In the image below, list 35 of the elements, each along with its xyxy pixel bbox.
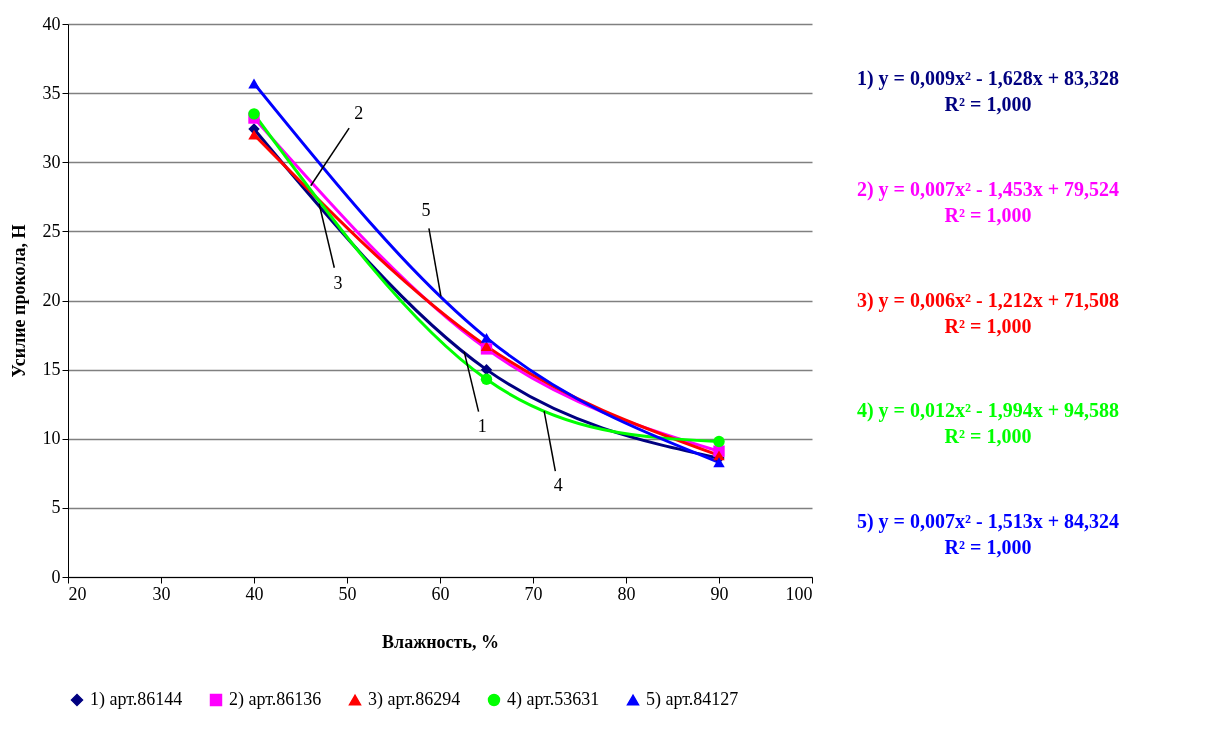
legend-label: 3) арт.86294 xyxy=(368,689,461,710)
annotation: 2 xyxy=(354,102,364,123)
y-tick-label: 5 xyxy=(51,497,61,518)
y-tick-label: 25 xyxy=(42,220,61,241)
legend-label: 5) арт.84127 xyxy=(646,689,739,710)
y-tick-label: 20 xyxy=(42,290,61,310)
x-tick-label: 90 xyxy=(710,583,729,604)
legend-label: 1) арт.86144 xyxy=(90,689,183,710)
x-tick-label: 60 xyxy=(431,583,450,604)
x-tick-label: 40 xyxy=(245,583,264,604)
text: 5) y = 0,007x² - 1,513x + 84,324 R² = 1,000 xyxy=(856,509,1120,558)
y-tick-label: 10 xyxy=(42,428,61,449)
legend-label: 4) арт.53631 xyxy=(507,689,600,710)
y-tick-label: 40 xyxy=(42,13,61,34)
y-tick-label: 0 xyxy=(51,566,61,587)
x-tick-label: 20 xyxy=(68,583,87,604)
legend-label: 2) арт.86136 xyxy=(229,689,322,710)
y-tick-label: 30 xyxy=(42,151,61,172)
x-tick-label: 80 xyxy=(617,583,636,604)
annotation: 1 xyxy=(477,415,487,436)
x-axis-title: Влажность, % xyxy=(382,631,499,652)
annotation: 4 xyxy=(553,475,563,496)
x-tick-label: 50 xyxy=(338,583,357,604)
x-tick-label: 30 xyxy=(152,583,171,604)
annotation: 3 xyxy=(333,272,343,293)
x-tick-label: 70 xyxy=(524,583,543,604)
text: 3) y = 0,006x² - 1,212x + 71,508 R² = 1,000 xyxy=(856,288,1120,337)
y-tick-label: 15 xyxy=(42,359,61,380)
text: 1) y = 0,009x² - 1,628x + 83,328 R² = 1,000 xyxy=(856,67,1120,116)
y-axis-title: Усилие прокола, Н xyxy=(8,224,29,378)
annotation: 5 xyxy=(421,200,431,221)
text: 4) y = 0,012x² - 1,994x + 94,588 R² = 1,000 xyxy=(856,399,1120,448)
y-tick-label: 35 xyxy=(42,82,61,103)
x-tick-label: 100 xyxy=(785,583,813,604)
text: 2) y = 0,007x² - 1,453x + 79,524 R² = 1,000 xyxy=(856,177,1120,226)
